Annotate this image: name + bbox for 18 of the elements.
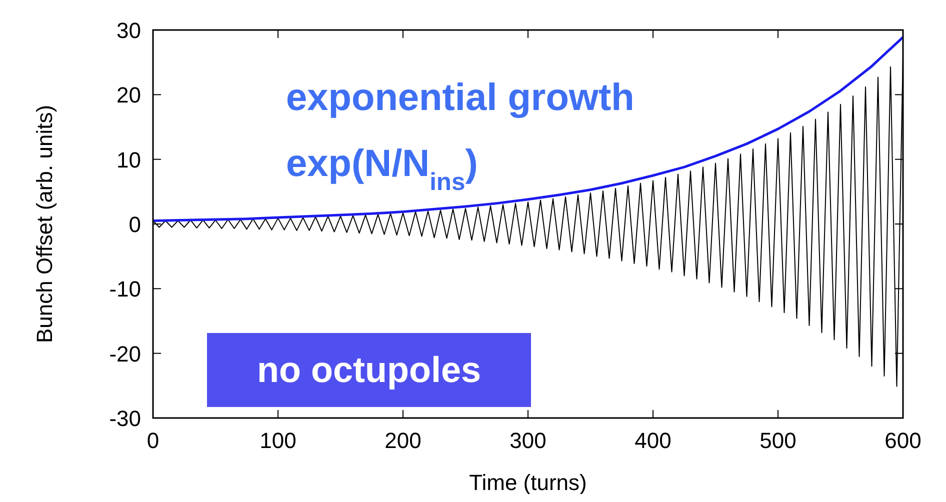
- y-axis-title: Bunch Offset (arb. units): [32, 104, 57, 344]
- x-tick-label: 200: [384, 428, 422, 453]
- annotation: exp(N/N$_{ins}$): [286, 143, 478, 196]
- y-tick-label: -20: [109, 341, 141, 366]
- annotation: no octupoles: [257, 349, 481, 390]
- annotation: exponential growth: [286, 77, 634, 119]
- y-tick-label: -30: [109, 406, 141, 431]
- x-tick-label: 600: [884, 428, 922, 453]
- x-tick-label: 0: [146, 428, 160, 453]
- x-tick-label: 400: [634, 428, 672, 453]
- y-tick-label: 30: [116, 18, 141, 43]
- x-tick-label: 300: [510, 428, 546, 453]
- y-tick-label: 10: [116, 147, 141, 172]
- x-tick-label: 100: [260, 428, 296, 453]
- y-tick-label: 20: [116, 82, 141, 108]
- x-tick-label: 500: [760, 428, 796, 453]
- y-tick-label: -10: [109, 276, 141, 302]
- y-tick-label: 0: [128, 212, 141, 237]
